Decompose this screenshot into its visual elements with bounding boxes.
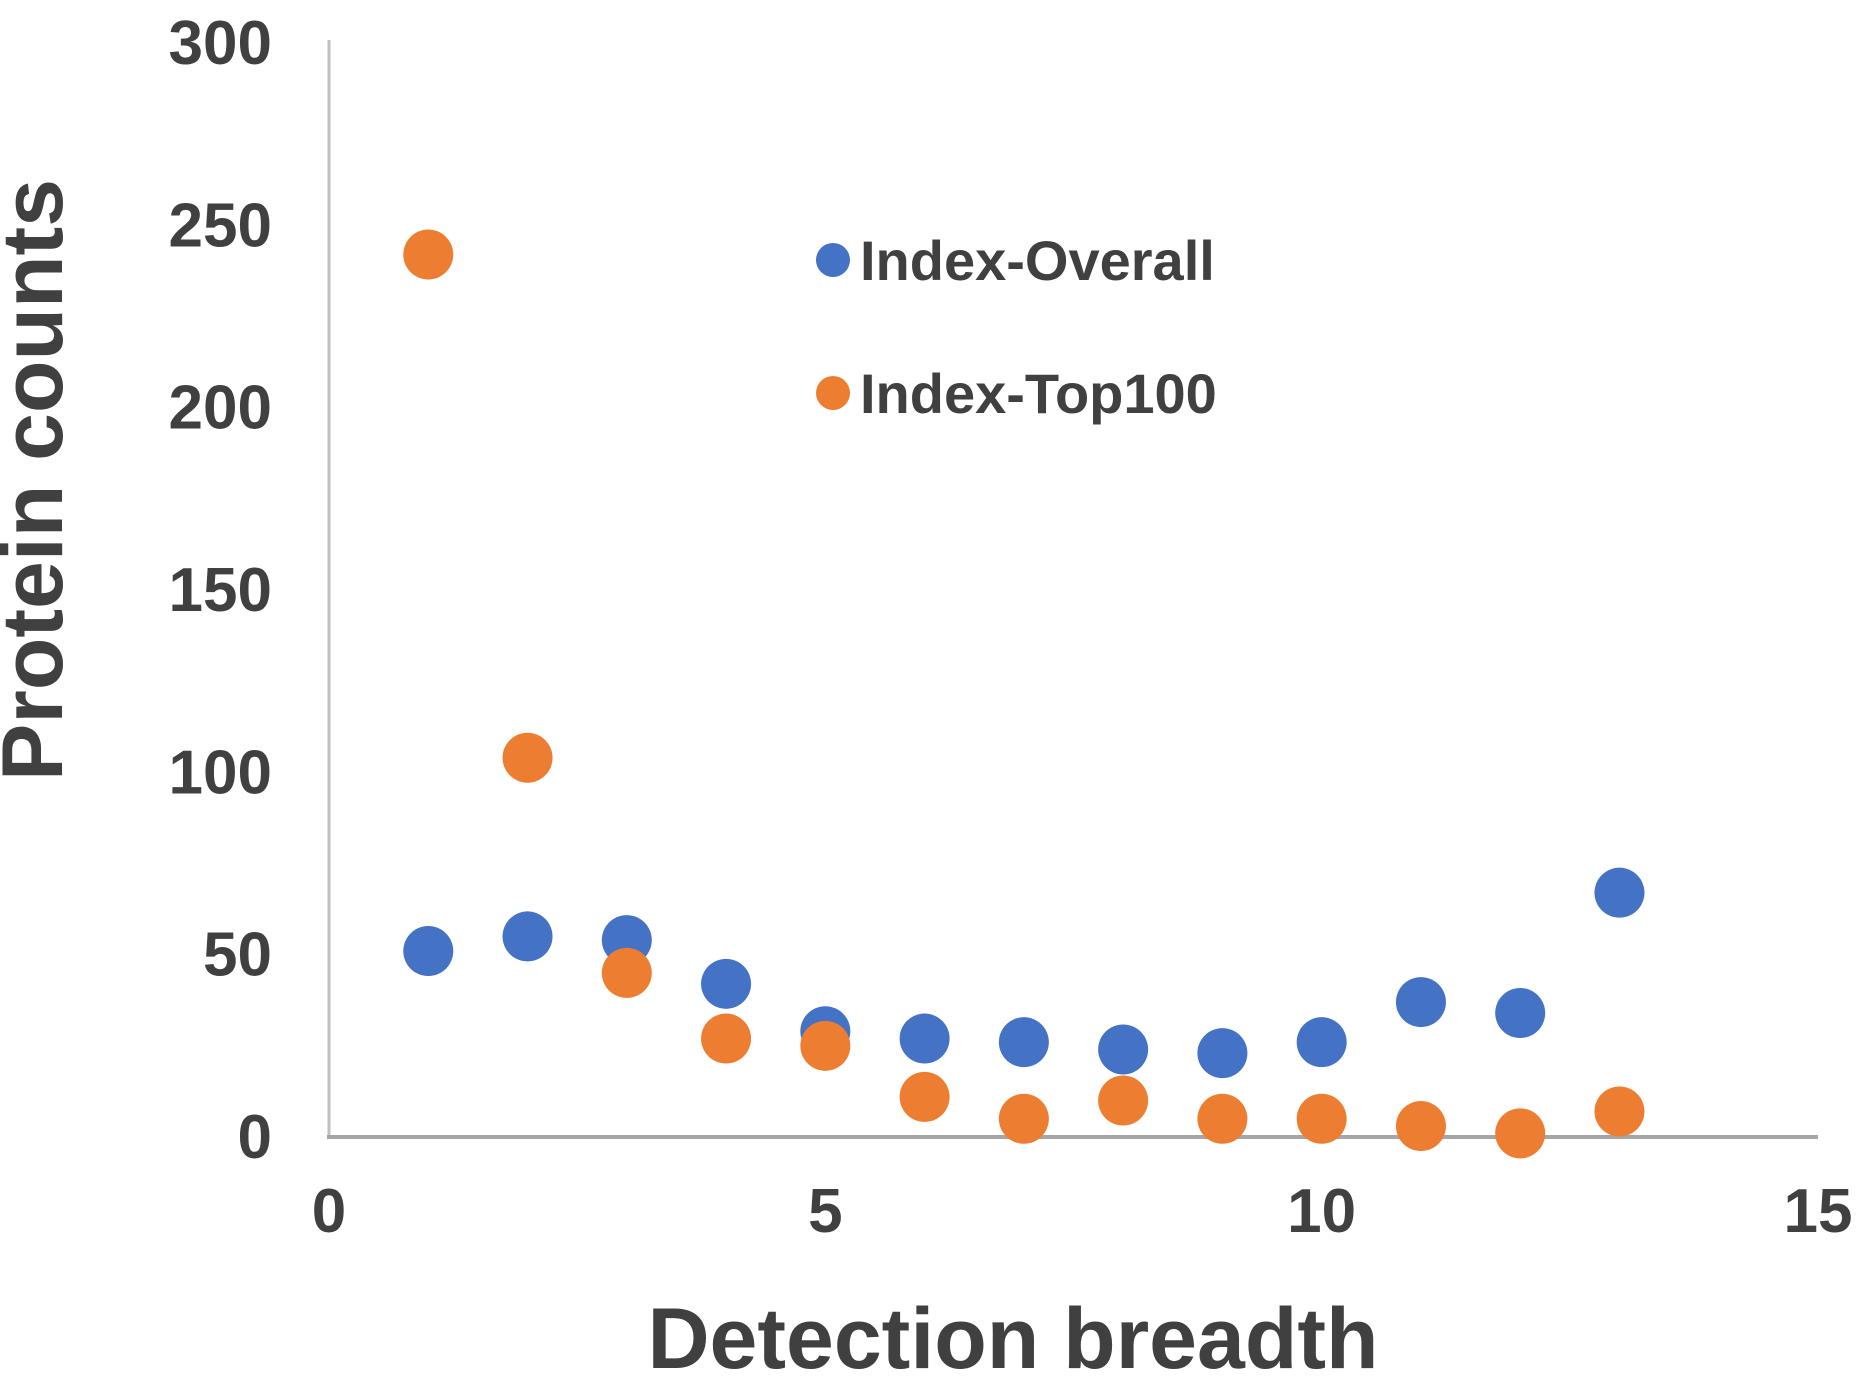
x-tick-label: 0: [312, 1177, 346, 1246]
x-axis-tick-labels: 0 5 10 15: [312, 1177, 1853, 1246]
data-point-index-top100: [1495, 1108, 1546, 1159]
x-tick-label: 10: [1287, 1177, 1356, 1246]
data-point-index-overall: [1495, 988, 1546, 1039]
data-point-index-overall: [1395, 977, 1446, 1028]
data-point-index-overall: [899, 1013, 950, 1064]
y-tick-label: 200: [169, 374, 272, 443]
x-axis-title: Detection breadth: [647, 1291, 1378, 1387]
data-point-index-top100: [1197, 1093, 1248, 1144]
data-point-index-top100: [1395, 1101, 1446, 1152]
data-point-index-top100: [701, 1013, 752, 1064]
data-point-index-overall: [1594, 867, 1645, 918]
data-point-index-overall: [1296, 1017, 1347, 1068]
y-axis-title: Protein counts: [0, 179, 81, 781]
data-point-index-overall: [1098, 1024, 1149, 1075]
data-point-index-top100: [1296, 1093, 1347, 1144]
data-point-index-top100: [1098, 1075, 1149, 1126]
x-tick-label: 5: [808, 1177, 842, 1246]
legend-marker-index-overall-icon: [816, 243, 850, 277]
y-tick-label: 250: [169, 191, 272, 260]
data-point-index-top100: [502, 732, 553, 783]
y-tick-label: 0: [238, 1103, 272, 1172]
data-point-index-top100: [899, 1071, 950, 1122]
axes: [327, 40, 1818, 1139]
y-tick-label: 150: [169, 556, 272, 625]
data-point-index-top100: [601, 947, 652, 998]
y-tick-label: 50: [203, 921, 272, 990]
data-point-index-top100: [1594, 1086, 1645, 1137]
data-points: [403, 229, 1645, 1159]
x-tick-label: 15: [1784, 1177, 1853, 1246]
y-tick-label: 300: [169, 9, 272, 78]
data-point-index-overall: [701, 958, 752, 1009]
legend-label-index-overall: Index-Overall: [860, 229, 1215, 292]
legend: Index-Overall Index-Top100: [816, 229, 1217, 425]
data-point-index-top100: [800, 1020, 851, 1071]
y-axis-tick-labels: 0 50 100 150 200 250 300: [169, 9, 272, 1172]
data-point-index-overall: [998, 1017, 1049, 1068]
y-tick-label: 100: [169, 738, 272, 807]
data-point-index-overall: [502, 911, 553, 962]
data-point-index-top100: [998, 1093, 1049, 1144]
legend-marker-index-top100-icon: [816, 376, 850, 410]
legend-label-index-top100: Index-Top100: [860, 362, 1217, 425]
data-point-index-overall: [403, 926, 454, 977]
data-point-index-overall: [1197, 1028, 1248, 1079]
data-point-index-top100: [403, 229, 454, 280]
